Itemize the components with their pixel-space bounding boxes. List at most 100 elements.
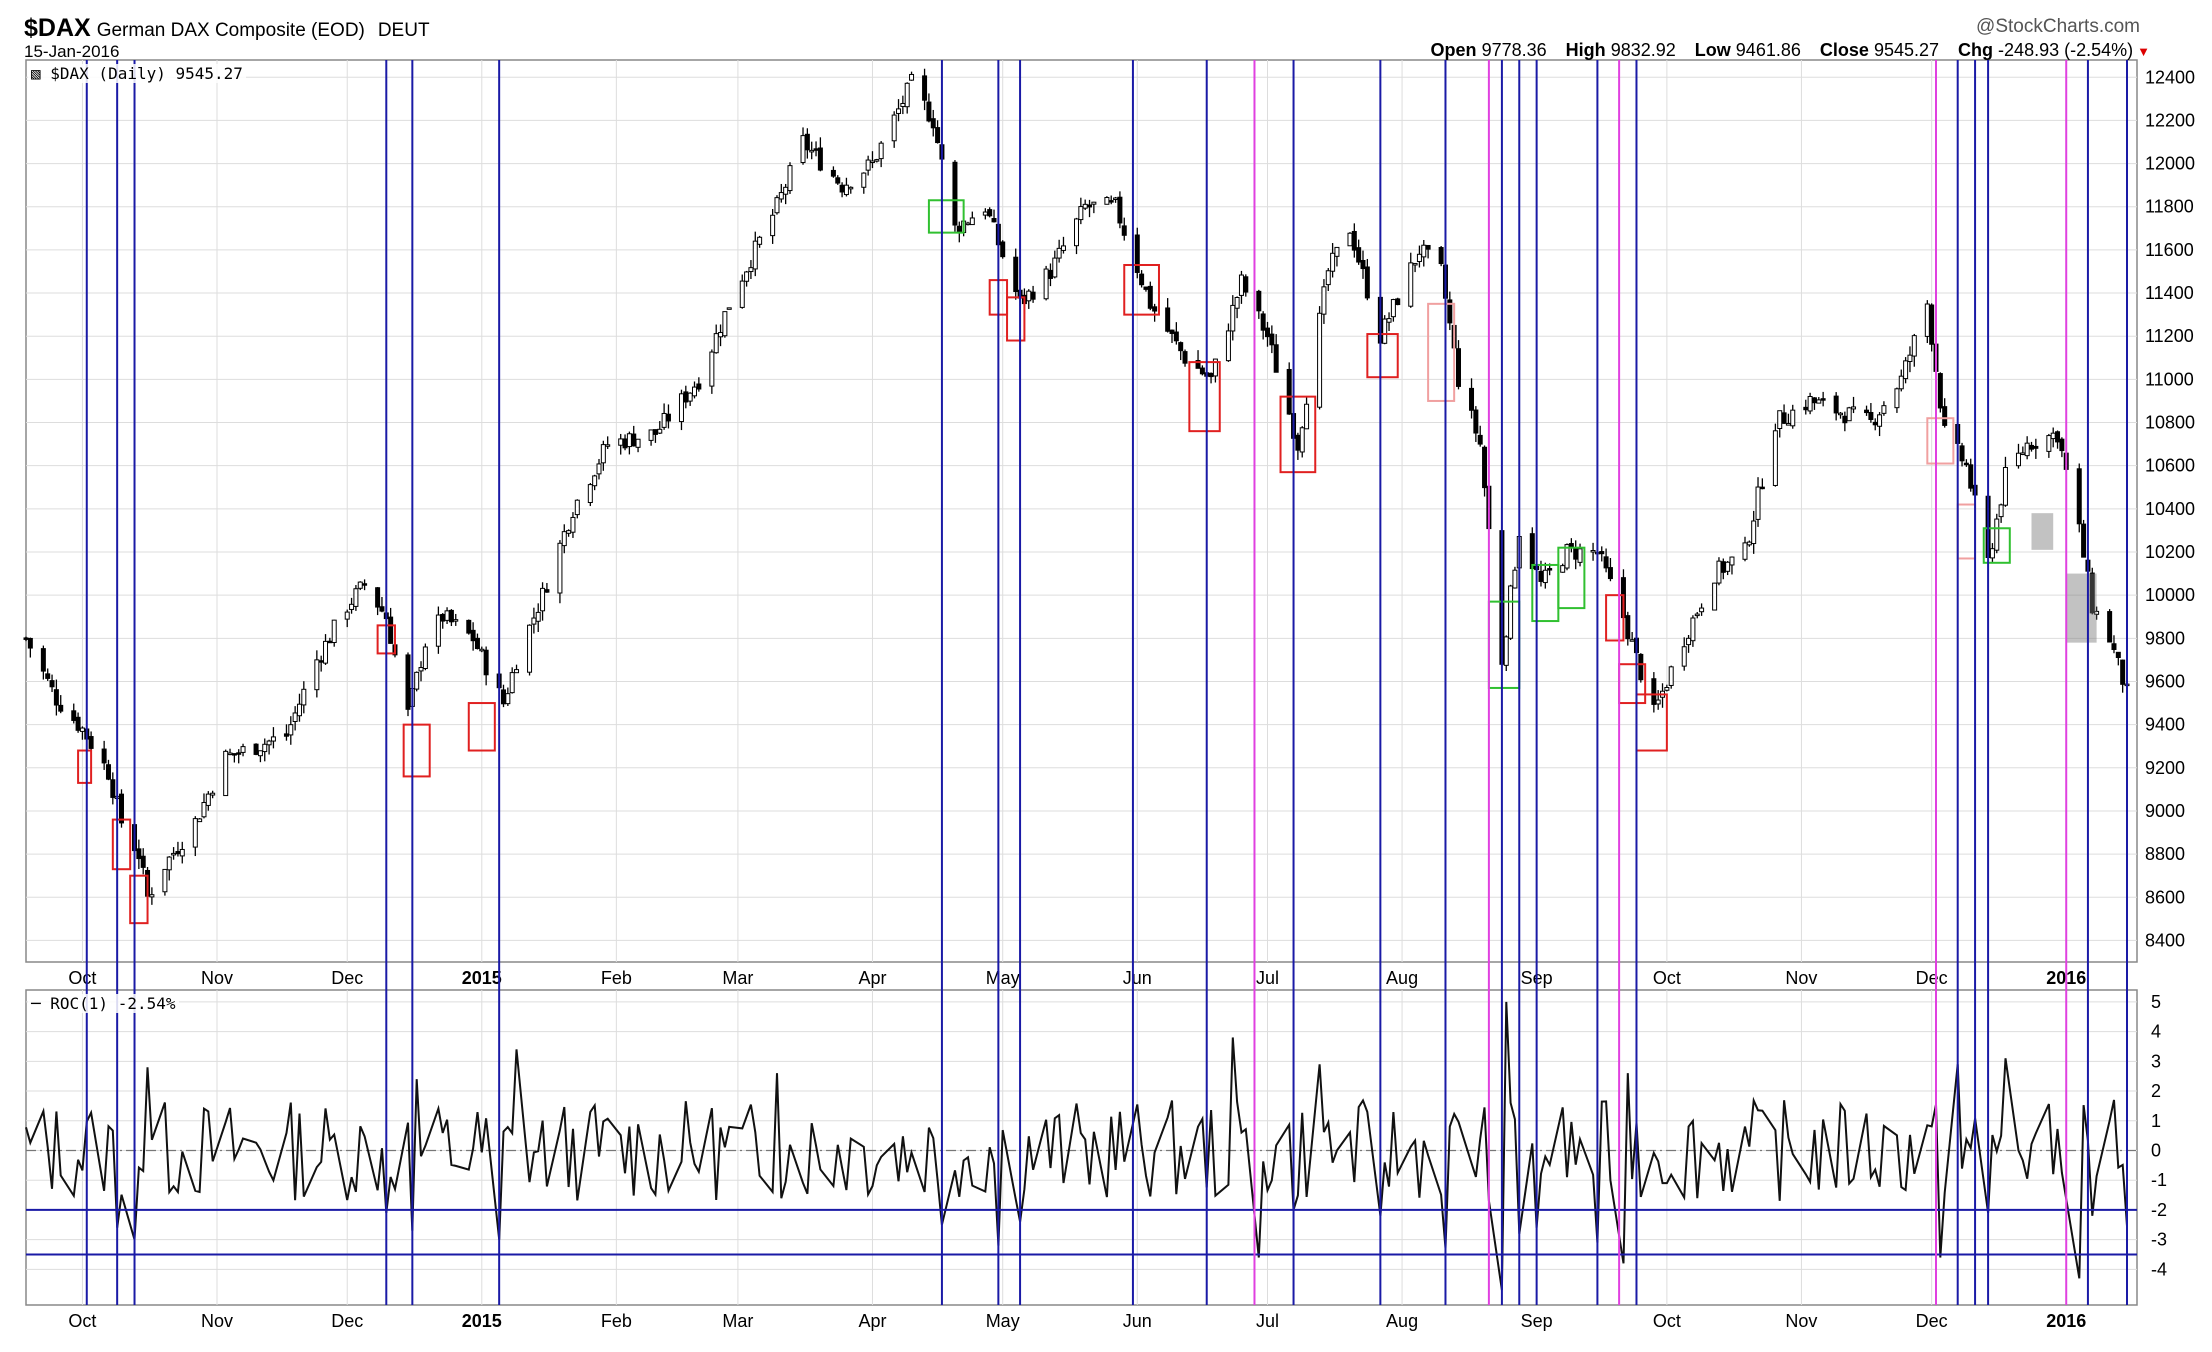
candle-body: [1321, 286, 1327, 315]
candle-body: [1781, 412, 1787, 424]
pink-signal-box: [1427, 302, 1456, 402]
candle-body: [2120, 659, 2126, 685]
candle-body: [969, 217, 975, 226]
candle-body: [1234, 296, 1240, 309]
candle-body: [1169, 329, 1175, 334]
candle-body: [1047, 269, 1053, 279]
candle-body: [709, 351, 715, 387]
candle-body: [140, 855, 146, 868]
grey-signal-box: [2066, 573, 2097, 643]
candle-body: [678, 393, 684, 423]
candle-body: [1334, 246, 1340, 257]
price-tick-label: 10400: [2145, 499, 2195, 519]
chart-date: 15-Jan-2016: [24, 42, 120, 61]
candle-body: [1989, 548, 1995, 559]
candle-body: [809, 149, 815, 153]
roc-tick-label: -1: [2151, 1170, 2167, 1190]
candle-body: [874, 159, 880, 162]
candle-body: [1772, 430, 1778, 486]
candle-body: [1929, 304, 1935, 345]
brand-logo[interactable]: @StockCharts.com: [1976, 16, 2140, 37]
candle-body: [1725, 561, 1731, 572]
candle-body: [778, 192, 784, 200]
candle-body: [1208, 372, 1214, 378]
candle-body: [1599, 551, 1605, 555]
candle-body: [1686, 637, 1692, 646]
candle-body: [314, 659, 320, 691]
candle-body: [1629, 639, 1635, 642]
candle-body: [1668, 666, 1674, 686]
roc-x-tick-label: Feb: [601, 1311, 632, 1331]
candle-body: [1043, 268, 1049, 300]
candle-body: [804, 133, 810, 151]
price-x-tick-label: Aug: [1386, 968, 1418, 988]
candle-body: [1364, 266, 1370, 299]
candle-body: [1425, 244, 1431, 250]
price-panel: [25, 59, 2138, 963]
candle-body: [722, 311, 728, 337]
candle-body: [1482, 446, 1488, 489]
candle-body: [1568, 543, 1574, 548]
roc-x-tick-label: Sep: [1521, 1311, 1553, 1331]
price-tick-label: 11000: [2145, 369, 2194, 389]
candle-body: [1877, 414, 1883, 427]
price-tick-label: 10600: [2145, 456, 2195, 476]
candle-body: [175, 851, 181, 855]
price-tick-label: 11400: [2145, 283, 2194, 303]
candle-body: [1968, 464, 1974, 489]
candle-body: [1894, 388, 1900, 409]
roc-x-tick-label: May: [986, 1311, 1020, 1331]
candle-body: [748, 267, 754, 273]
price-x-tick-label: Oct: [68, 968, 96, 988]
candle-body: [440, 613, 446, 622]
price-x-tick-label: Oct: [1653, 968, 1681, 988]
candle-body: [661, 412, 667, 428]
candle-body: [1286, 368, 1292, 415]
roc-tick-label: 4: [2151, 1022, 2161, 1042]
candle-body: [987, 209, 993, 217]
candle-body: [657, 428, 663, 434]
candle-body: [327, 640, 333, 644]
candle-body: [223, 750, 229, 797]
candle-body: [1447, 299, 1453, 324]
roc-panel: [25, 989, 2138, 1306]
candle-body: [119, 793, 124, 824]
roc-tick-label: -3: [2151, 1230, 2167, 1250]
red-signal-box: [1366, 333, 1399, 379]
candle-body: [1360, 260, 1366, 270]
candle-body: [1607, 567, 1613, 580]
candle-body: [1000, 241, 1006, 258]
candle-body: [1681, 646, 1687, 667]
candle-body: [922, 75, 928, 101]
candle-body: [1547, 568, 1553, 571]
candle-body: [1833, 395, 1839, 414]
candle-body: [292, 712, 298, 723]
candle-body: [1351, 230, 1357, 251]
candle-body: [1143, 286, 1149, 290]
candle-body: [744, 271, 750, 282]
candle-body: [2046, 435, 2052, 452]
price-x-tick-label: Nov: [201, 968, 233, 988]
roc-tick-label: 3: [2151, 1051, 2161, 1071]
candle-body: [1113, 197, 1119, 200]
candle-body: [600, 444, 606, 464]
candle-body: [1851, 406, 1857, 410]
price-x-tick-label: Jul: [1256, 968, 1279, 988]
ohlc-readout: Open 9778.36 High 9832.92 Low 9461.86 Cl…: [1430, 40, 2150, 60]
candle-body: [839, 184, 845, 193]
candle-body: [2111, 643, 2117, 650]
candle-body: [587, 484, 593, 504]
roc-x-tick-label: Apr: [858, 1311, 886, 1331]
green-signal-box: [927, 199, 965, 234]
candle-body: [1178, 342, 1184, 352]
open-value: 9778.36: [1481, 40, 1547, 60]
candle-body: [1664, 687, 1670, 691]
candle-body: [1694, 613, 1700, 617]
candle-body: [414, 671, 420, 690]
candle-body: [318, 660, 324, 663]
red-signal-box: [1006, 296, 1026, 342]
low-value: 9461.86: [1735, 40, 1801, 60]
candle-body: [474, 637, 480, 650]
candle-body: [40, 648, 46, 672]
